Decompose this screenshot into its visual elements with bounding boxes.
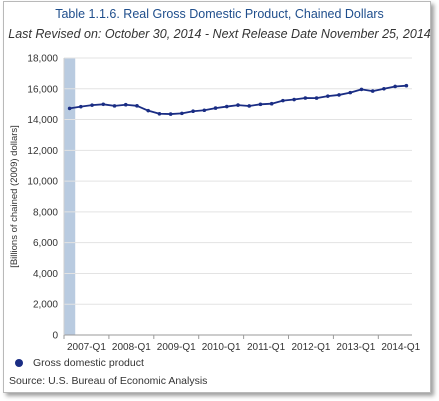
data-point xyxy=(247,104,252,108)
data-point xyxy=(79,104,83,109)
data-point xyxy=(359,87,364,92)
x-tick-label: 2007-Q1 xyxy=(67,342,106,353)
y-tick-label: 0 xyxy=(52,331,58,342)
data-point xyxy=(112,104,117,108)
y-axis-title: [Billions of chained (2009) dollars] xyxy=(9,125,20,268)
y-tick-label: 4,000 xyxy=(33,269,58,280)
y-tick-label: 12,000 xyxy=(27,146,58,157)
x-tick-label: 2012-Q1 xyxy=(292,342,331,353)
data-point xyxy=(348,90,353,95)
data-point xyxy=(224,104,229,109)
legend-label: Gross domestic product xyxy=(33,357,144,369)
data-point xyxy=(101,102,106,107)
x-tick-label: 2013-Q1 xyxy=(336,342,375,353)
x-tick-label: 2010-Q1 xyxy=(202,342,241,353)
data-point xyxy=(213,106,218,110)
highlight-band xyxy=(64,58,76,335)
data-point xyxy=(314,96,319,100)
data-point xyxy=(236,103,240,107)
legend[interactable]: Gross domestic product xyxy=(15,357,144,369)
data-point xyxy=(382,86,386,91)
data-point xyxy=(393,84,397,89)
data-point xyxy=(292,97,296,102)
y-tick-label: 2,000 xyxy=(33,300,58,311)
y-tick-label: 14,000 xyxy=(27,115,58,126)
y-tick-label: 6,000 xyxy=(33,238,58,249)
data-point xyxy=(67,106,72,111)
data-point xyxy=(303,96,308,100)
series-line xyxy=(69,84,407,115)
data-point xyxy=(337,93,341,97)
source-note: Source: U.S. Bureau of Economic Analysis xyxy=(9,375,208,387)
series-layer xyxy=(67,83,409,116)
data-point xyxy=(202,108,207,113)
y-tick-label: 18,000 xyxy=(27,54,58,65)
data-point xyxy=(269,101,274,106)
data-point xyxy=(281,98,285,103)
y-tick-label: 8,000 xyxy=(33,207,58,218)
x-tick-label: 2011-Q1 xyxy=(247,342,286,353)
chart-subtitle: Last Revised on: October 30, 2014 - Next… xyxy=(8,27,431,41)
data-point xyxy=(370,89,375,93)
grid-layer xyxy=(64,57,412,305)
axis-layer xyxy=(63,58,412,339)
label-layer: 0 2,000 4,000 6,000 8,000 10,000 12,000 14,000 1… xyxy=(9,54,421,354)
data-point xyxy=(157,111,162,116)
y-tick-label: 16,000 xyxy=(27,84,58,95)
legend-marker xyxy=(15,359,23,367)
x-tick-label: 2008-Q1 xyxy=(112,342,151,353)
x-tick-label: 2009-Q1 xyxy=(157,342,196,353)
data-point xyxy=(404,83,409,88)
data-point xyxy=(258,102,263,107)
data-point xyxy=(123,102,128,107)
chart-title: Table 1.1.6. Real Gross Domestic Product… xyxy=(55,7,384,21)
x-tick-label: 2014-Q1 xyxy=(381,342,420,353)
data-point xyxy=(135,104,139,108)
y-tick-label: 10,000 xyxy=(27,177,58,188)
data-point xyxy=(326,94,330,98)
data-point xyxy=(180,111,184,116)
data-point xyxy=(146,108,150,113)
data-point xyxy=(168,112,173,116)
data-point xyxy=(90,103,94,107)
data-point xyxy=(191,109,195,114)
highlight-band-layer xyxy=(64,58,76,335)
